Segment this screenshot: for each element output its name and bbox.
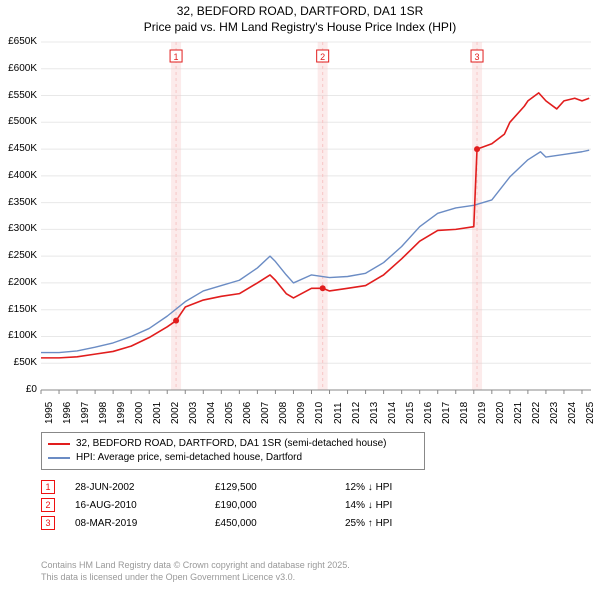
svg-text:3: 3: [475, 52, 480, 62]
y-tick-label: £450K: [0, 143, 37, 154]
sale-delta: 25% ↑ HPI: [345, 518, 392, 529]
attribution: Contains HM Land Registry data © Crown c…: [41, 560, 350, 583]
x-tick-label: 2004: [206, 402, 217, 424]
x-tick-label: 2005: [224, 402, 235, 424]
x-tick-label: 2015: [405, 402, 416, 424]
y-tick-label: £500K: [0, 116, 37, 127]
sale-delta: 12% ↓ HPI: [345, 482, 392, 493]
x-tick-label: 2014: [387, 402, 398, 424]
y-tick-label: £0: [0, 384, 37, 395]
x-tick-label: 2017: [441, 402, 452, 424]
x-tick-label: 2008: [278, 402, 289, 424]
sale-marker-box: 2: [41, 498, 55, 512]
y-tick-label: £250K: [0, 250, 37, 261]
y-tick-label: £50K: [0, 357, 37, 368]
x-tick-label: 2012: [351, 402, 362, 424]
y-tick-label: £150K: [0, 304, 37, 315]
x-tick-label: 1998: [98, 402, 109, 424]
legend-row-hpi: HPI: Average price, semi-detached house,…: [48, 451, 418, 465]
sale-date: 16-AUG-2010: [75, 500, 195, 511]
x-tick-label: 2018: [459, 402, 470, 424]
x-tick-label: 2024: [567, 402, 578, 424]
x-tick-label: 2021: [513, 402, 524, 424]
legend-swatch-property: [48, 443, 70, 445]
x-tick-label: 2001: [152, 402, 163, 424]
x-tick-label: 2006: [242, 402, 253, 424]
x-tick-label: 1995: [44, 402, 55, 424]
y-tick-label: £400K: [0, 170, 37, 181]
sale-date: 08-MAR-2019: [75, 518, 195, 529]
y-tick-label: £550K: [0, 90, 37, 101]
y-tick-label: £300K: [0, 223, 37, 234]
sale-marker-box: 1: [41, 480, 55, 494]
svg-text:1: 1: [174, 52, 179, 62]
y-tick-label: £650K: [0, 36, 37, 47]
x-tick-label: 1997: [80, 402, 91, 424]
sales-row: 1 28-JUN-2002 £129,500 12% ↓ HPI: [41, 480, 541, 494]
attribution-line-1: Contains HM Land Registry data © Crown c…: [41, 560, 350, 570]
x-tick-label: 2025: [585, 402, 596, 424]
attribution-line-2: This data is licensed under the Open Gov…: [41, 572, 295, 582]
x-tick-label: 1996: [62, 402, 73, 424]
x-tick-label: 2013: [369, 402, 380, 424]
legend-swatch-hpi: [48, 457, 70, 459]
legend-label-hpi: HPI: Average price, semi-detached house,…: [76, 451, 302, 465]
x-tick-label: 2002: [170, 402, 181, 424]
legend-label-property: 32, BEDFORD ROAD, DARTFORD, DA1 1SR (sem…: [76, 437, 386, 451]
sale-date: 28-JUN-2002: [75, 482, 195, 493]
x-tick-label: 2020: [495, 402, 506, 424]
legend: 32, BEDFORD ROAD, DARTFORD, DA1 1SR (sem…: [41, 432, 425, 470]
y-tick-label: £350K: [0, 197, 37, 208]
y-tick-label: £200K: [0, 277, 37, 288]
y-tick-label: £100K: [0, 330, 37, 341]
x-tick-label: 2003: [188, 402, 199, 424]
x-tick-label: 2022: [531, 402, 542, 424]
x-tick-label: 2009: [296, 402, 307, 424]
legend-row-property: 32, BEDFORD ROAD, DARTFORD, DA1 1SR (sem…: [48, 437, 418, 451]
sale-price: £129,500: [215, 482, 325, 493]
x-tick-label: 2019: [477, 402, 488, 424]
sale-price: £450,000: [215, 518, 325, 529]
y-tick-label: £600K: [0, 63, 37, 74]
sales-table: 1 28-JUN-2002 £129,500 12% ↓ HPI 2 16-AUG-201…: [41, 476, 541, 534]
x-tick-label: 2011: [333, 402, 344, 424]
svg-text:2: 2: [320, 52, 325, 62]
sales-row: 3 08-MAR-2019 £450,000 25% ↑ HPI: [41, 516, 541, 530]
x-tick-label: 2007: [260, 402, 271, 424]
sales-row: 2 16-AUG-2010 £190,000 14% ↓ HPI: [41, 498, 541, 512]
x-tick-label: 2016: [423, 402, 434, 424]
sale-delta: 14% ↓ HPI: [345, 500, 392, 511]
x-tick-label: 2023: [549, 402, 560, 424]
x-tick-label: 2000: [134, 402, 145, 424]
sale-price: £190,000: [215, 500, 325, 511]
sale-marker-box: 3: [41, 516, 55, 530]
x-tick-label: 1999: [116, 402, 127, 424]
x-tick-label: 2010: [314, 402, 325, 424]
chart-container: 32, BEDFORD ROAD, DARTFORD, DA1 1SR Pric…: [0, 0, 600, 590]
